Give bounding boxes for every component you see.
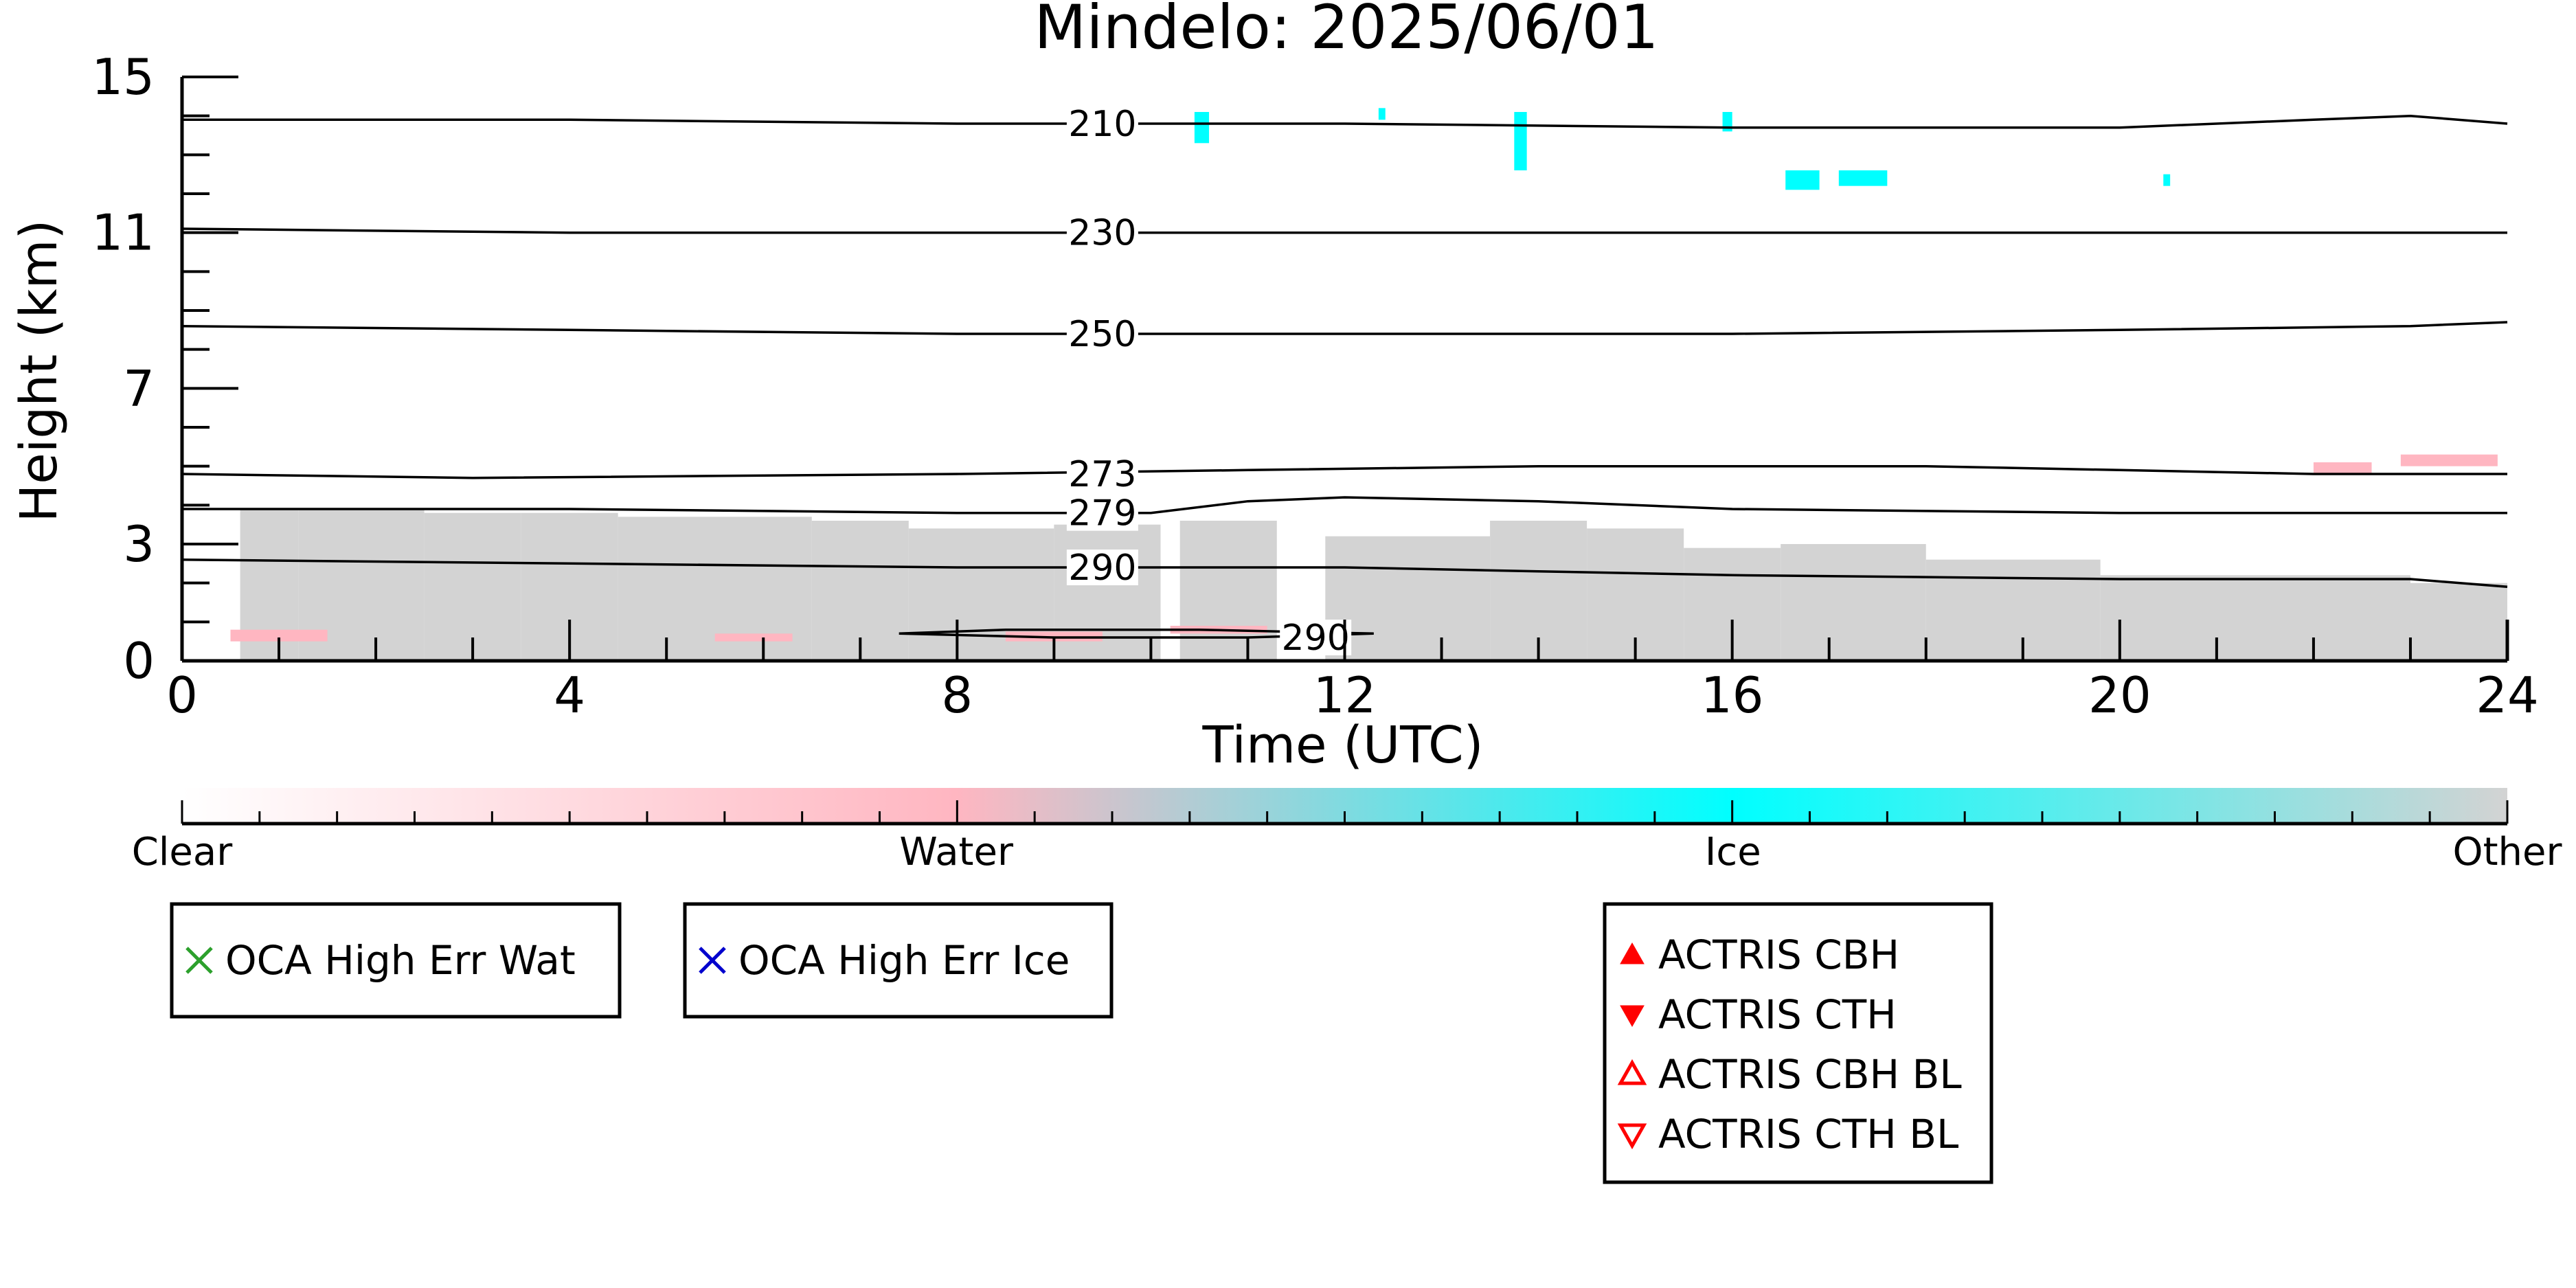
colorbar-label: Other [2452, 830, 2562, 874]
class-block-water [2313, 462, 2372, 474]
class-block-water [2400, 454, 2498, 466]
x-tick-label: 12 [1313, 666, 1377, 724]
contour-label-bg [1280, 620, 1352, 655]
y-tick-label: 3 [123, 515, 155, 573]
colorbar-label: Water [899, 830, 1014, 874]
legend-label: ACTRIS CBH [1658, 931, 1899, 978]
colorbar-label: Clear [132, 830, 233, 874]
x-tick-label: 8 [941, 666, 973, 724]
y-tick-label: 15 [91, 48, 155, 106]
legend-label: OCA High Err Ice [738, 937, 1070, 984]
legend-label: ACTRIS CTH BL [1658, 1111, 1958, 1157]
contour-label-bg [1066, 214, 1138, 251]
class-block-ice [1785, 170, 1820, 190]
contour-label: 290 [1282, 618, 1350, 659]
class-block-other [2410, 583, 2507, 661]
colorbar: Clear Water Ice Other [132, 788, 2562, 874]
contour-line [181, 464, 2507, 479]
legend-label: ACTRIS CBH BL [1658, 1051, 1962, 1098]
contour-label-bg [1066, 316, 1138, 352]
contour-label-bg [1066, 456, 1138, 492]
contour-label: 273 [1068, 454, 1136, 495]
x-axis-label: Time (UTC) [1201, 716, 1483, 775]
x-tick-label: 20 [2088, 666, 2151, 724]
x-tick-label: 24 [2476, 666, 2539, 724]
x-tick-label: 4 [554, 666, 585, 724]
colorbar-ticks: Clear Water Ice Other [132, 800, 2562, 874]
class-block-other [1925, 559, 2101, 661]
class-block-other [2100, 575, 2410, 661]
class-block-other [1179, 521, 1277, 661]
legends: OCA High Err Wat OCA High Err Ice ACTRIS C… [170, 902, 1993, 1184]
legend-marker-triangle-down [1620, 1005, 1645, 1028]
legend-marker-x [699, 947, 726, 974]
contour-line [181, 227, 2507, 234]
legend-marker-triangle-up [1617, 1059, 1647, 1085]
y-tick-label: 7 [123, 359, 155, 417]
contour-label: 230 [1068, 213, 1136, 254]
colorbar-label: Ice [1705, 830, 1761, 874]
class-block-other [1781, 544, 1926, 661]
class-block-ice [1378, 108, 1386, 120]
contour-label: 210 [1068, 104, 1136, 145]
contour-line [181, 321, 2508, 335]
contour-label: 250 [1068, 314, 1136, 355]
x-tick-label: 0 [166, 666, 198, 724]
class-block-other [424, 512, 521, 661]
contour-line [182, 496, 2507, 515]
y-tick-label: 0 [123, 632, 155, 690]
legend-label: OCA High Err Wat [225, 937, 576, 984]
class-block-ice [1838, 170, 1888, 186]
class-block-ice [1514, 112, 1527, 170]
legend-marker-triangle-up [1620, 942, 1645, 964]
chart-title: Mindelo: 2025/06/01 [1034, 0, 1658, 63]
class-block-other [1325, 536, 1491, 661]
class-block-water [230, 629, 328, 642]
y-axis-label: Height (km) [10, 220, 69, 523]
axes: 0 4 8 12 16 20 24 0 3 7 11 15 [91, 48, 2538, 724]
contour-label-bg [1066, 550, 1138, 585]
legend-box: OCA High Err Wat [170, 902, 622, 1019]
legend-marker-triangle-down [1617, 1123, 1647, 1150]
legend-frame [170, 902, 622, 1019]
class-block-ice [1194, 112, 1210, 144]
legend-box: ACTRIS CBH ACTRIS CTH ACTRIS CBH BL ACTRIS … [1603, 902, 1993, 1184]
class-block-water [714, 633, 793, 642]
legend-frame [1603, 902, 1993, 1184]
contour-line [182, 114, 2508, 129]
legend-label: ACTRIS CTH [1658, 991, 1897, 1038]
x-tick-label: 16 [1701, 666, 1764, 724]
contour-label: 279 [1068, 493, 1136, 534]
legend-box: OCA High Err Ice [683, 902, 1114, 1019]
class-block-ice [2163, 174, 2171, 186]
legend-marker-x [185, 947, 213, 974]
contour-label-bg [1066, 495, 1138, 531]
y-tick-label: 11 [91, 204, 155, 262]
contour-line [181, 558, 2508, 589]
contour-label: 290 [1068, 547, 1136, 589]
contour-label-bg [1066, 106, 1138, 142]
legend-frame [683, 902, 1114, 1019]
